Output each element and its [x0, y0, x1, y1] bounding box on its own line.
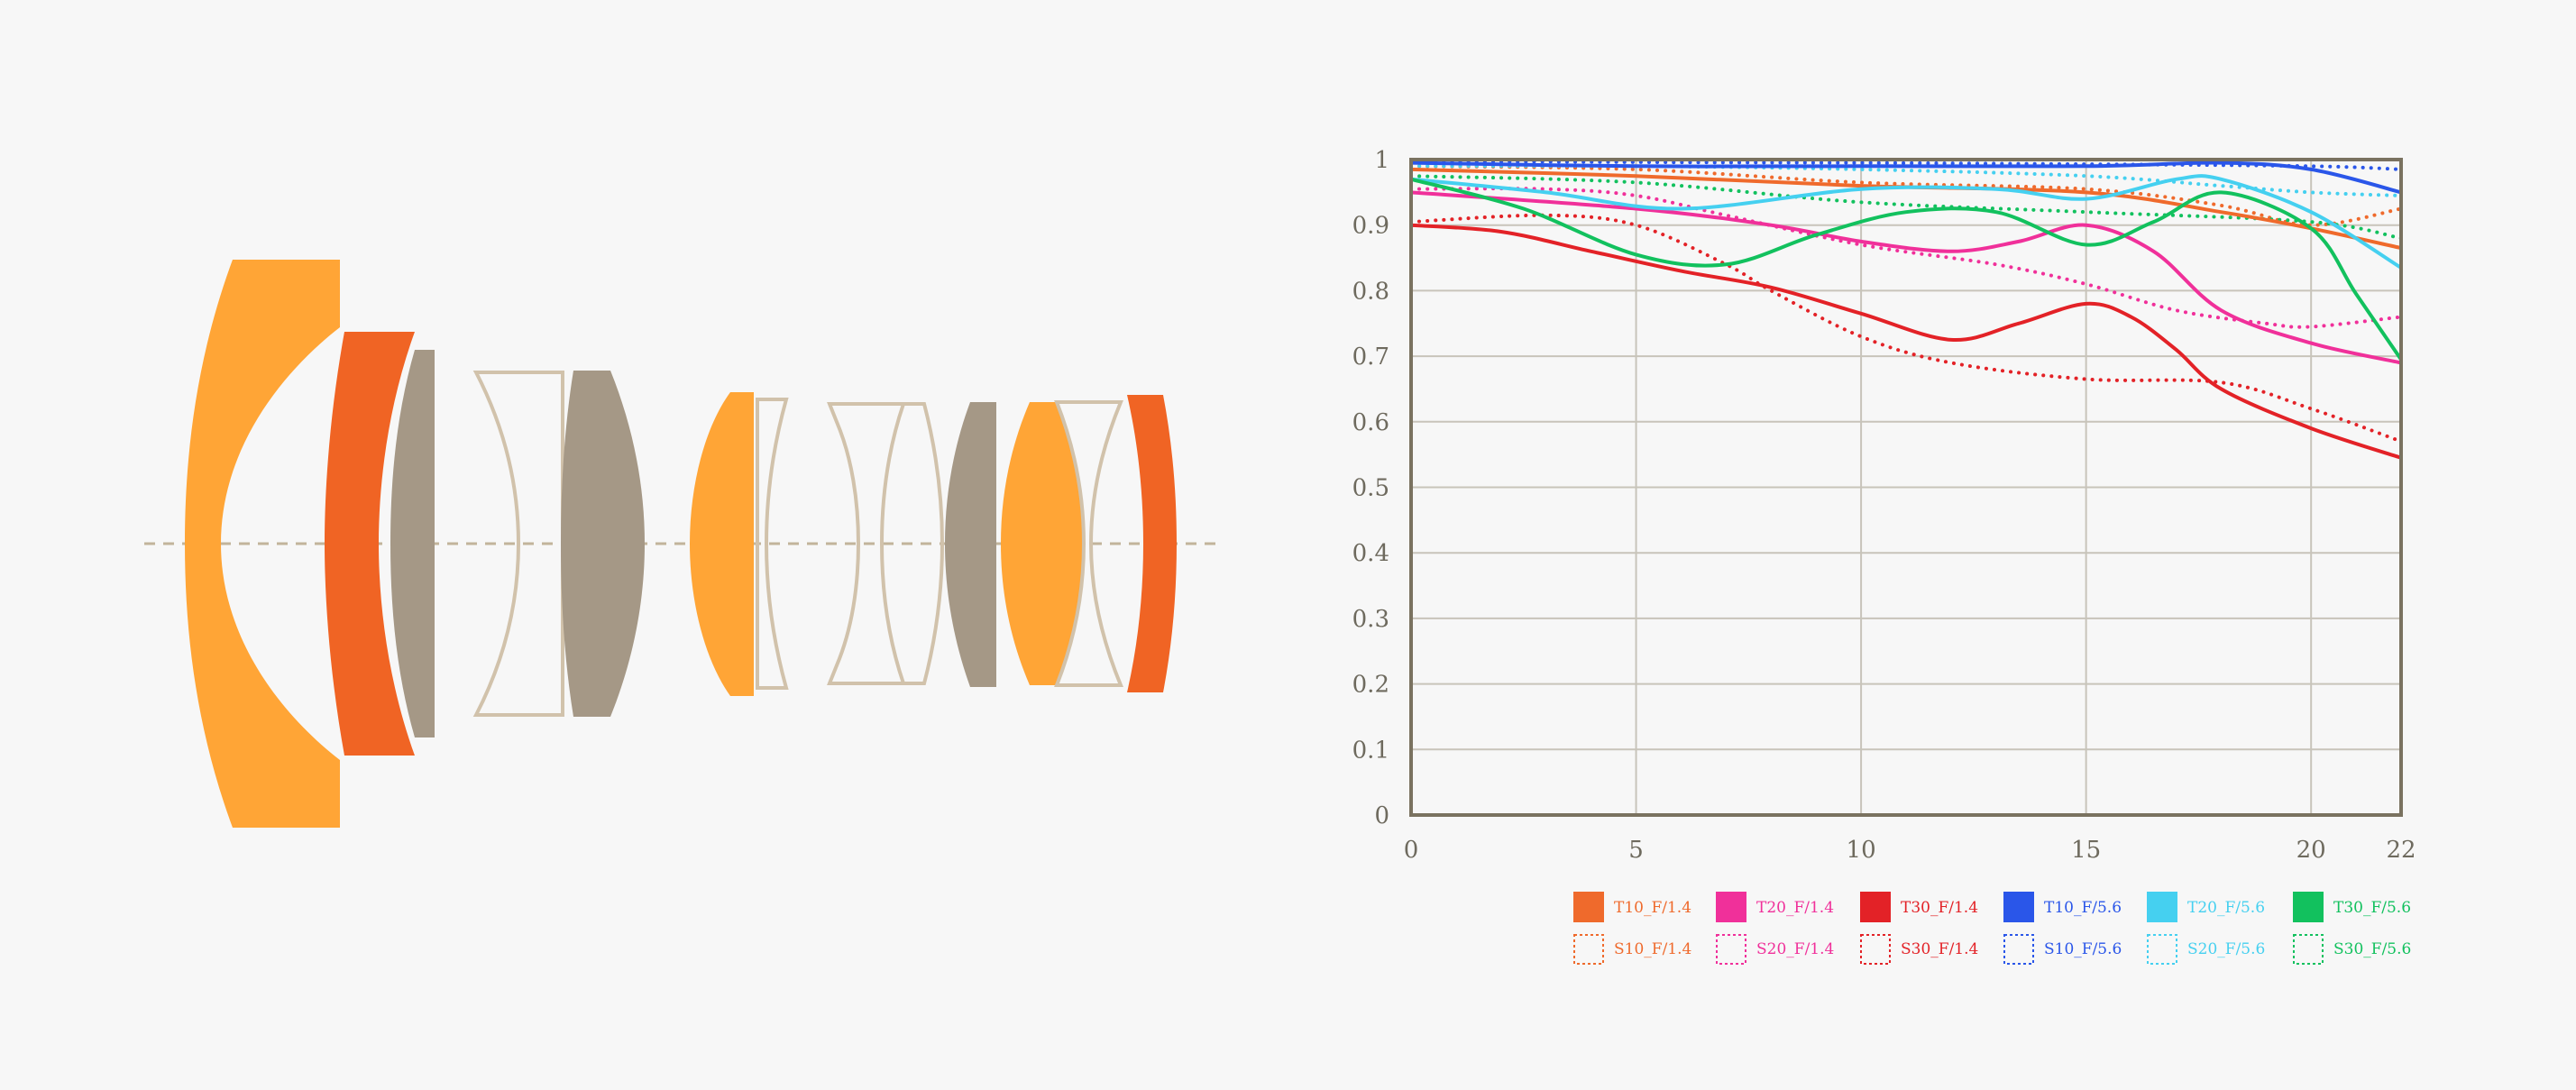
legend-label-s30-f-5-6: S30_F/5.6 — [2333, 940, 2411, 958]
legend-label-t20-f-1-4: T20_F/1.4 — [1756, 899, 1834, 917]
lens-element-13 — [1127, 395, 1177, 692]
y-tick-label: 1 — [1374, 147, 1389, 174]
y-axis-ticks: 0 0.1 0.2 0.3 0.4 0.5 0.6 0.7 0.8 0.9 1 — [1352, 147, 1389, 829]
lens-element-5 — [561, 371, 645, 717]
y-tick-label: 0.9 — [1352, 213, 1389, 240]
series-line-t30-f-5-6 — [1411, 177, 2401, 362]
legend-swatch-s30-f-1-4 — [1860, 934, 1891, 965]
legend-swatch-s20-f-5-6 — [2147, 934, 2177, 965]
lens-element-3 — [390, 350, 435, 737]
legend-label-t30-f-5-6: T30_F/5.6 — [2333, 899, 2411, 917]
plot-frame — [1409, 158, 2403, 817]
legend-label-s20-f-5-6: S20_F/5.6 — [2187, 940, 2265, 958]
legend-swatch-t20-f-1-4 — [1716, 892, 1746, 922]
lens-element-9 — [903, 402, 945, 685]
lens-element-7 — [756, 398, 789, 690]
series-line-s30-f-5-6 — [1411, 174, 2401, 241]
x-tick-label: 20 — [2296, 837, 2326, 864]
chart-series — [1411, 160, 2401, 460]
lens-element-11 — [1001, 402, 1084, 685]
series-line-t30-f-1-4 — [1411, 223, 2401, 460]
y-tick-label: 0.5 — [1352, 475, 1389, 502]
y-tick-label: 0.2 — [1352, 672, 1389, 699]
y-tick-label: 0.7 — [1352, 343, 1389, 371]
lens-diagram — [144, 260, 1217, 828]
lens-element-1 — [185, 260, 340, 828]
x-tick-label: 0 — [1404, 837, 1419, 864]
legend-label-t30-f-1-4: T30_F/1.4 — [1901, 899, 1978, 917]
y-tick-label: 0.3 — [1352, 606, 1389, 633]
mtf-chart: 0 0.1 0.2 0.3 0.4 0.5 0.6 0.7 0.8 0.9 1 0 5 10 15 20 22 — [1352, 147, 2416, 864]
legend-swatch-s10-f-5-6 — [2003, 934, 2034, 965]
legend-swatch-s10-f-1-4 — [1573, 934, 1604, 965]
series-line-s30-f-1-4 — [1411, 213, 2401, 444]
legend-label-t10-f-1-4: T10_F/1.4 — [1614, 899, 1691, 917]
y-tick-label: 0.4 — [1352, 540, 1389, 567]
legend-label-t10-f-5-6: T10_F/5.6 — [2044, 899, 2122, 917]
series-line-t10-f-5-6 — [1411, 160, 2401, 195]
series-line-t20-f-5-6 — [1411, 174, 2401, 270]
lens-element-2 — [325, 332, 415, 756]
x-axis-ticks: 0 5 10 15 20 22 — [1404, 837, 2416, 864]
y-tick-label: 0.8 — [1352, 278, 1389, 305]
y-tick-label: 0 — [1374, 802, 1389, 829]
legend-label-t20-f-5-6: T20_F/5.6 — [2187, 899, 2265, 917]
series-line-s20-f-1-4 — [1411, 187, 2401, 329]
x-tick-label: 10 — [1847, 837, 1876, 864]
lens-element-12 — [1054, 400, 1123, 687]
legend-label-s10-f-1-4: S10_F/1.4 — [1614, 940, 1691, 958]
legend-swatch-t30-f-5-6 — [2293, 892, 2324, 922]
legend-swatch-t10-f-5-6 — [2003, 892, 2034, 922]
legend-swatch-t30-f-1-4 — [1860, 892, 1891, 922]
legend-swatch-t10-f-1-4 — [1573, 892, 1604, 922]
legend-swatch-s20-f-1-4 — [1716, 934, 1746, 965]
x-tick-label: 15 — [2071, 837, 2101, 864]
lens-element-4 — [472, 371, 564, 717]
legend-label-s20-f-1-4: S20_F/1.4 — [1756, 940, 1834, 958]
legend-label-s10-f-5-6: S10_F/5.6 — [2044, 940, 2122, 958]
y-tick-label: 0.6 — [1352, 409, 1389, 436]
series-line-s10-f-5-6 — [1411, 160, 2401, 171]
legend-swatch-t20-f-5-6 — [2147, 892, 2177, 922]
chart-grid — [1411, 160, 2401, 815]
lens-element-6 — [690, 392, 754, 696]
chart-legend: T10_F/1.4 T20_F/1.4 T30_F/1.4 T10_F/5.6 T20_… — [1573, 892, 2411, 965]
series-line-t20-f-1-4 — [1411, 190, 2401, 365]
x-tick-label: 22 — [2386, 837, 2416, 864]
y-tick-label: 0.1 — [1352, 737, 1389, 764]
legend-swatch-s30-f-5-6 — [2293, 934, 2324, 965]
x-tick-label: 5 — [1628, 837, 1644, 864]
series-line-t10-f-1-4 — [1411, 167, 2401, 251]
legend-label-s30-f-1-4: S30_F/1.4 — [1901, 940, 1978, 958]
lens-element-10 — [945, 402, 996, 687]
